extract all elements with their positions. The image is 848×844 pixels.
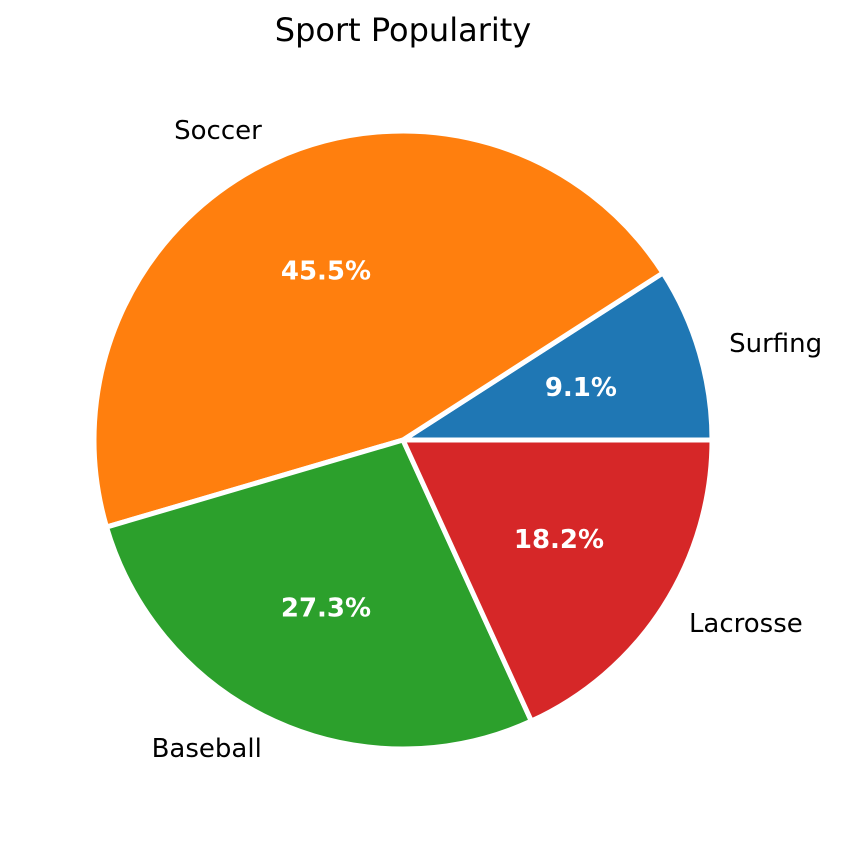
- slice-label-baseball: Baseball: [152, 734, 262, 764]
- pie-slice-soccer: [91, 128, 666, 530]
- slice-label-surfing: Surfing: [729, 329, 822, 359]
- percent-label-soccer: 45.5%: [281, 256, 371, 286]
- percent-label-lacrosse: 18.2%: [514, 525, 604, 555]
- slice-label-soccer: Soccer: [174, 116, 262, 146]
- pie-slice-surfing: [400, 270, 715, 443]
- percent-label-baseball: 27.3%: [281, 594, 371, 624]
- pie-slices: [91, 128, 715, 752]
- pie-slice-lacrosse: [400, 437, 715, 724]
- chart-title: Sport Popularity: [275, 11, 531, 49]
- pie-labels: Surfing 9.1% Soccer 45.5% Baseball 27.3% Lacro…: [152, 116, 823, 764]
- pie-slice-baseball: [104, 437, 534, 752]
- slice-label-lacrosse: Lacrosse: [689, 609, 803, 639]
- percent-label-surfing: 9.1%: [545, 373, 617, 403]
